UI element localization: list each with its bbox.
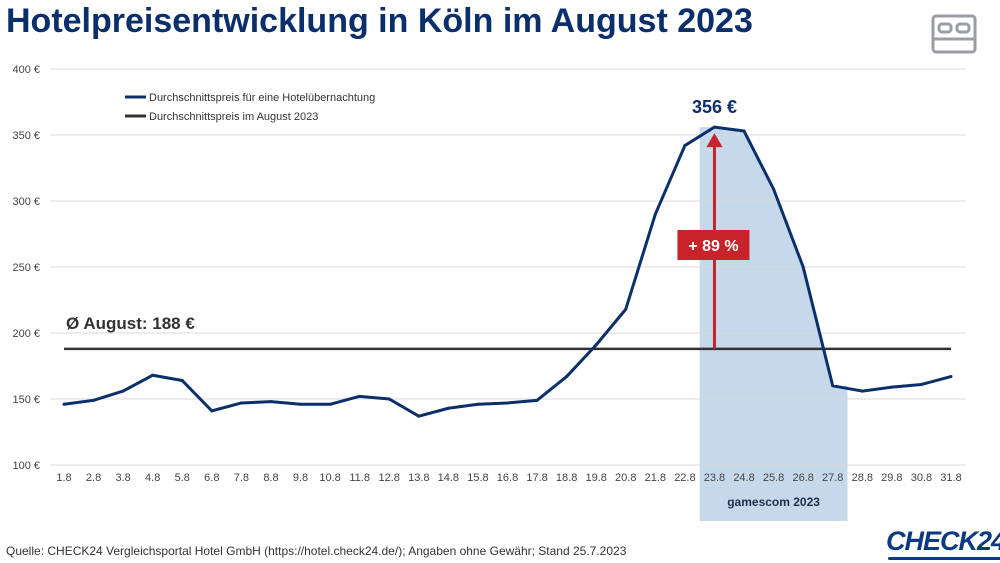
x-tick-label: 10.8 bbox=[319, 472, 340, 484]
data-point bbox=[624, 307, 628, 311]
x-tick-label: 17.8 bbox=[526, 472, 547, 484]
highlight-label-box bbox=[699, 465, 848, 521]
x-tick-label: 22.8 bbox=[674, 472, 695, 484]
x-tick-label: 5.8 bbox=[175, 472, 190, 484]
legend-label: Durchschnittspreis im August 2023 bbox=[149, 111, 318, 123]
x-tick-label: 7.8 bbox=[234, 472, 249, 484]
data-point bbox=[417, 414, 421, 418]
average-label: Ø August: 188 € bbox=[66, 314, 195, 333]
data-point bbox=[299, 402, 303, 406]
data-point bbox=[772, 187, 776, 191]
data-point bbox=[476, 402, 480, 406]
data-point bbox=[949, 375, 953, 379]
data-point bbox=[328, 402, 332, 406]
x-tick-label: 13.8 bbox=[408, 472, 429, 484]
source-note: Quelle: CHECK24 Vergleichsportal Hotel G… bbox=[6, 544, 627, 558]
data-point bbox=[683, 144, 687, 148]
data-point bbox=[594, 343, 598, 347]
x-tick-label: 12.8 bbox=[379, 472, 400, 484]
data-point bbox=[358, 394, 362, 398]
x-tick-label: 15.8 bbox=[467, 472, 488, 484]
peak-label: 356 € bbox=[692, 97, 737, 117]
x-tick-label: 25.8 bbox=[763, 472, 784, 484]
data-point bbox=[860, 389, 864, 393]
x-tick-label: 8.8 bbox=[263, 472, 278, 484]
data-point bbox=[653, 212, 657, 216]
x-tick-label: 26.8 bbox=[792, 472, 813, 484]
data-point bbox=[387, 397, 391, 401]
x-tick-label: 23.8 bbox=[704, 472, 725, 484]
data-point bbox=[121, 389, 125, 393]
highlight-band bbox=[699, 127, 848, 465]
x-tick-label: 27.8 bbox=[822, 472, 843, 484]
data-point bbox=[92, 398, 96, 402]
logo-underline bbox=[888, 557, 1000, 560]
x-tick-label: 28.8 bbox=[852, 472, 873, 484]
change-arrow-head bbox=[706, 133, 723, 148]
x-tick-label: 4.8 bbox=[145, 472, 160, 484]
data-point bbox=[506, 401, 509, 405]
y-tick-label: 100 € bbox=[12, 460, 40, 472]
y-tick-label: 150 € bbox=[12, 394, 40, 406]
x-tick-label: 1.8 bbox=[56, 472, 71, 484]
data-point bbox=[801, 265, 805, 269]
y-tick-label: 300 € bbox=[12, 196, 40, 208]
y-tick-label: 350 € bbox=[12, 130, 40, 142]
y-tick-label: 200 € bbox=[12, 328, 40, 340]
data-point bbox=[269, 400, 273, 404]
data-point bbox=[565, 375, 569, 379]
x-tick-label: 16.8 bbox=[497, 472, 518, 484]
x-tick-label: 19.8 bbox=[585, 472, 606, 484]
bed-icon bbox=[931, 14, 977, 54]
check24-logo: CHECK24 bbox=[886, 526, 1000, 560]
data-point bbox=[446, 406, 450, 410]
data-point bbox=[180, 379, 184, 383]
x-tick-label: 29.8 bbox=[881, 472, 902, 484]
x-tick-label: 14.8 bbox=[438, 472, 459, 484]
logo-text: CHECK24 bbox=[886, 526, 1000, 556]
data-point bbox=[62, 402, 66, 406]
x-tick-label: 2.8 bbox=[86, 472, 101, 484]
x-tick-label: 24.8 bbox=[733, 472, 754, 484]
x-tick-label: 6.8 bbox=[204, 472, 219, 484]
data-point bbox=[239, 401, 243, 405]
y-tick-label: 250 € bbox=[12, 262, 40, 274]
legend-label: Durchschnittspreis für eine Hotelübernac… bbox=[149, 92, 375, 104]
data-point bbox=[742, 129, 746, 133]
data-point bbox=[890, 385, 894, 389]
x-tick-label: 18.8 bbox=[556, 472, 577, 484]
x-tick-label: 3.8 bbox=[115, 472, 130, 484]
data-point bbox=[210, 409, 214, 413]
change-box bbox=[677, 230, 750, 260]
x-tick-label: 21.8 bbox=[645, 472, 666, 484]
page-title: Hotelpreisentwicklung in Köln im August … bbox=[6, 2, 753, 40]
x-tick-label: 30.8 bbox=[911, 472, 932, 484]
x-tick-label: 11.8 bbox=[349, 472, 370, 484]
x-tick-label: 20.8 bbox=[615, 472, 636, 484]
data-point bbox=[535, 398, 539, 402]
data-point bbox=[712, 125, 716, 129]
change-label: + 89 % bbox=[688, 238, 738, 255]
data-point bbox=[831, 384, 835, 388]
y-tick-label: 400 € bbox=[12, 64, 40, 76]
x-tick-label: 9.8 bbox=[293, 472, 308, 484]
data-point bbox=[919, 382, 923, 386]
x-tick-label: 31.8 bbox=[940, 472, 961, 484]
highlight-label: gamescom 2023 bbox=[727, 495, 820, 509]
data-point bbox=[151, 373, 155, 377]
